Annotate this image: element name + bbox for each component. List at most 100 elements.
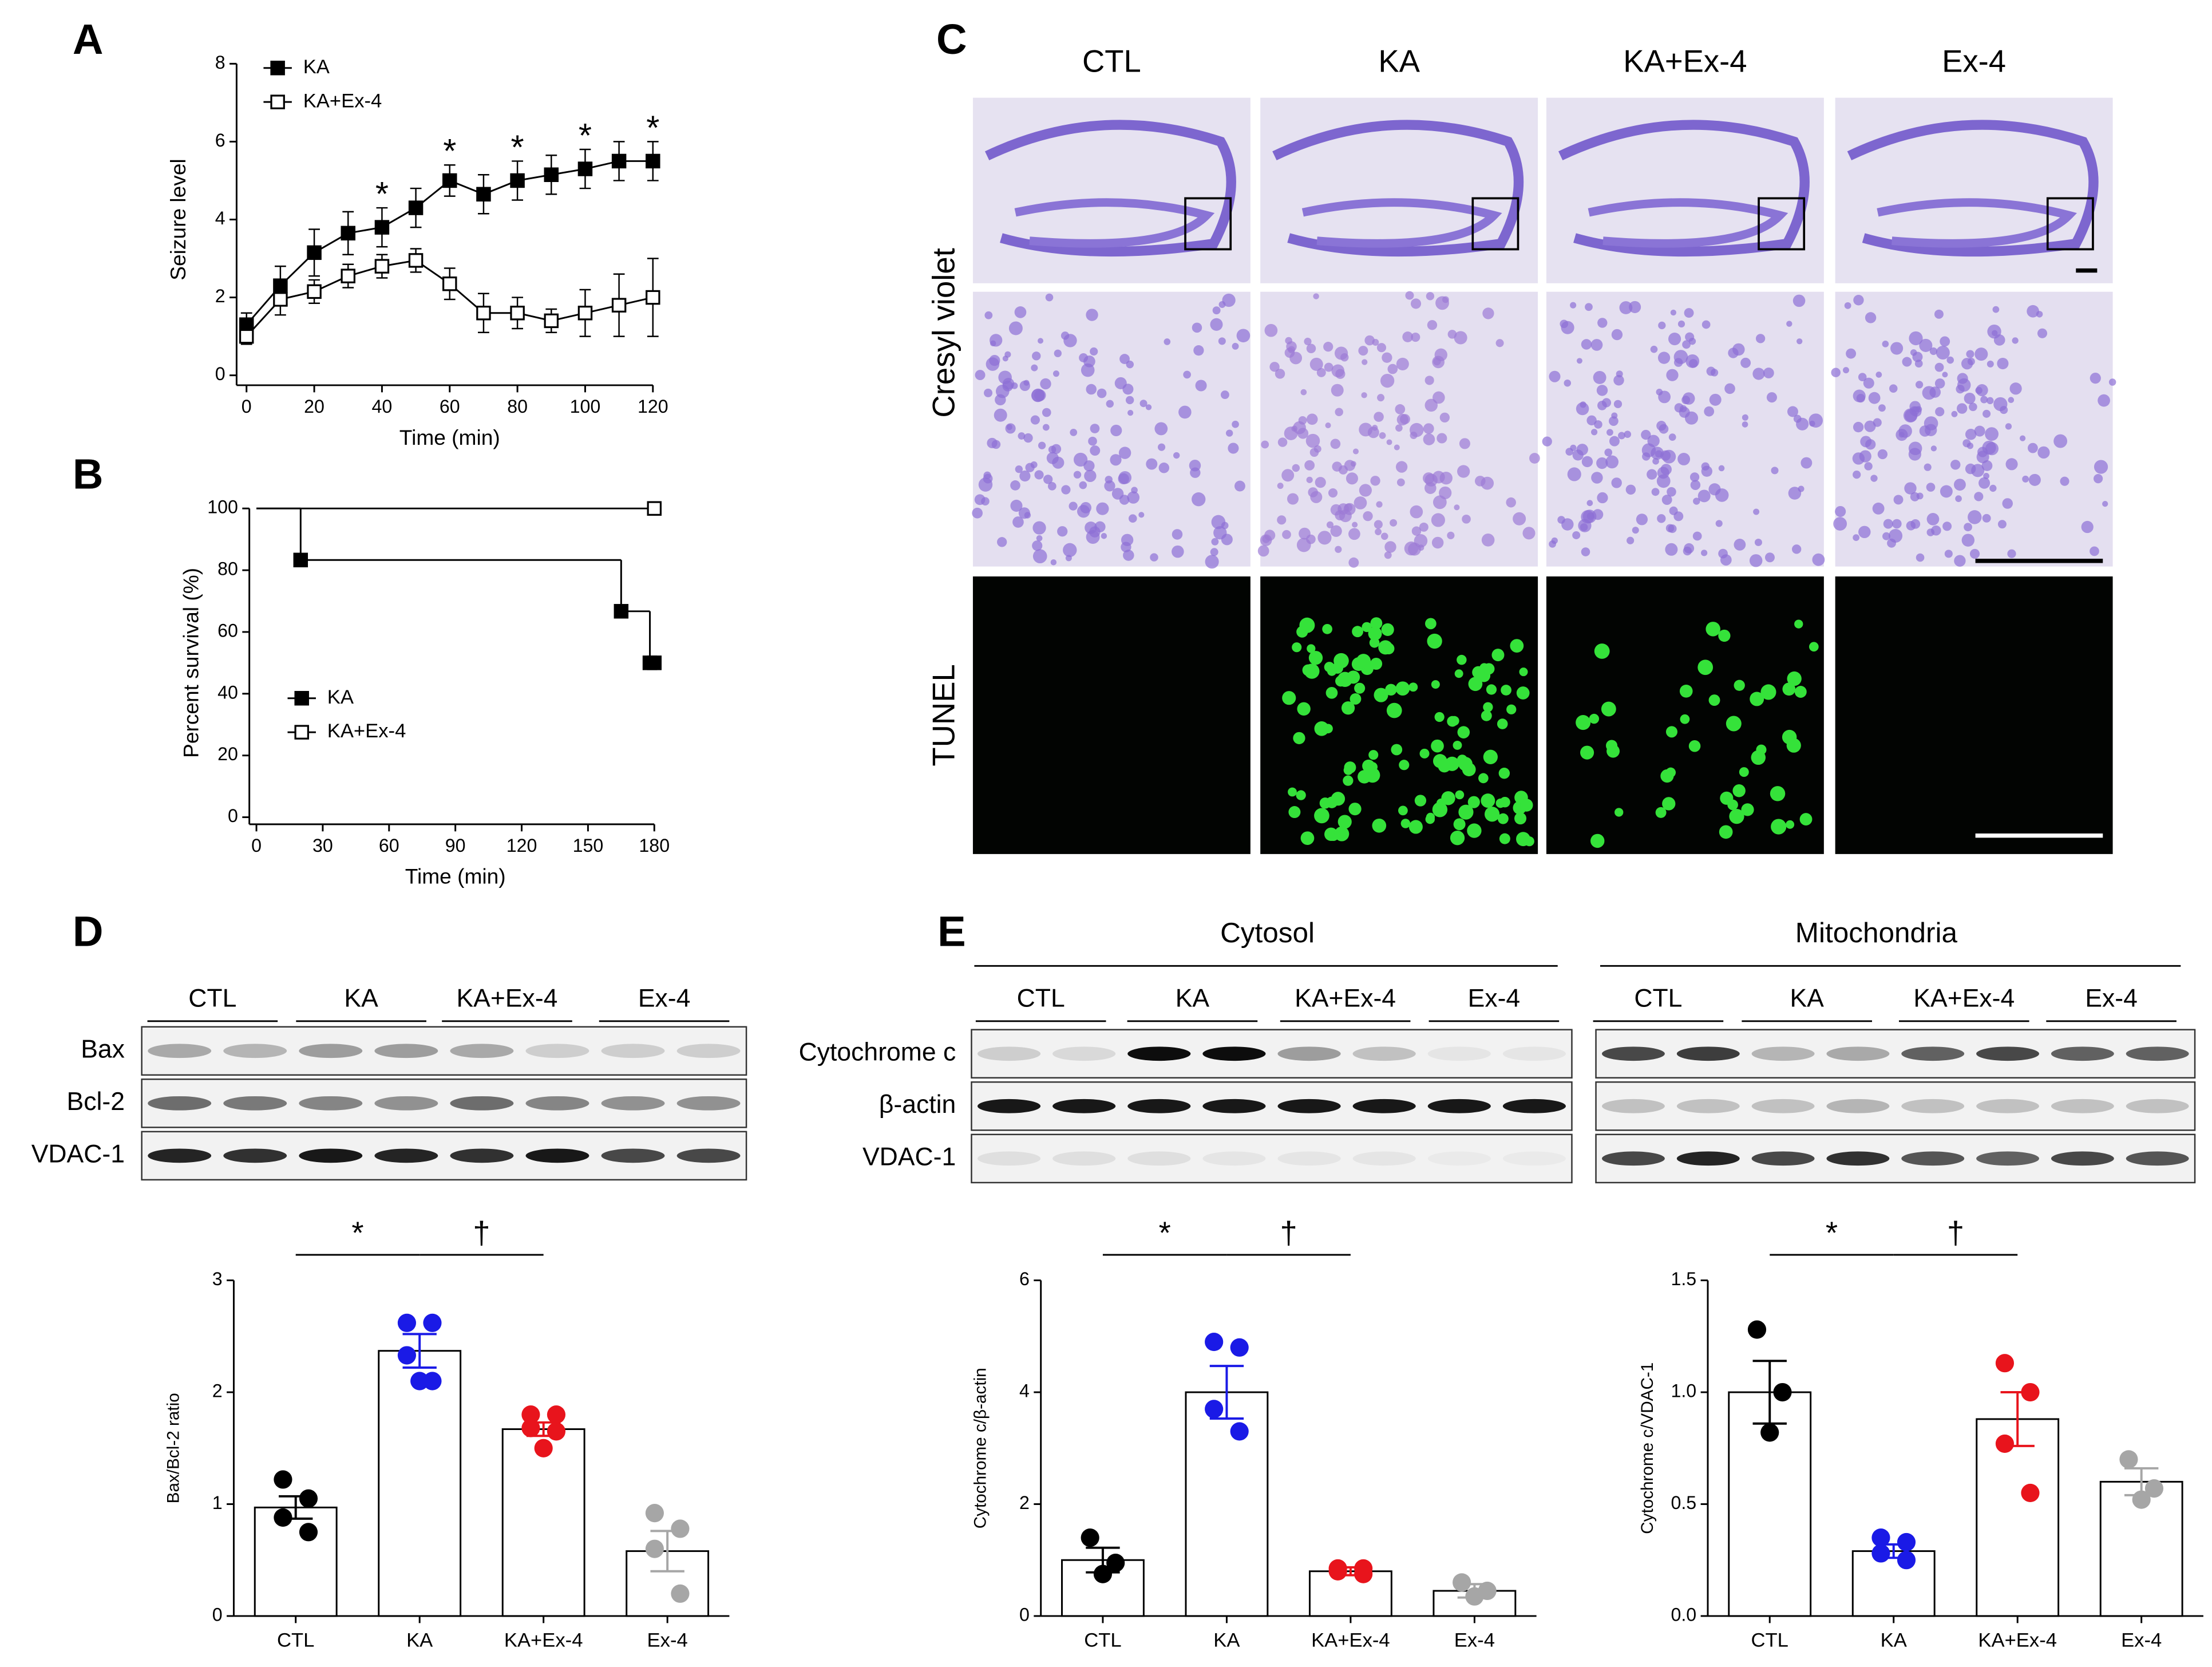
cell xyxy=(1172,545,1184,558)
cell xyxy=(1551,537,1558,544)
cell xyxy=(1015,465,1023,473)
cell xyxy=(2019,435,2026,441)
cell xyxy=(1212,306,1221,315)
cell xyxy=(1853,534,1860,542)
cell xyxy=(1586,500,1593,507)
cell xyxy=(1658,321,1666,330)
tunel-cell xyxy=(1348,803,1362,816)
cell xyxy=(1882,341,1889,347)
y-tick-label: 1.5 xyxy=(1671,1269,1696,1289)
cell xyxy=(1561,321,1574,334)
cell xyxy=(1304,460,1315,471)
cell xyxy=(1008,321,1023,335)
legend-marker xyxy=(270,61,285,76)
cell xyxy=(1192,492,1206,507)
tunel-cell xyxy=(1325,687,1338,699)
blot-group-label: CTL xyxy=(1017,984,1065,1012)
tunel-cell xyxy=(1432,802,1448,817)
legend-label: KA+Ex-4 xyxy=(303,90,382,112)
cell xyxy=(1853,421,1864,433)
tunel-cell xyxy=(1786,738,1801,753)
data-point xyxy=(1230,1338,1249,1357)
cell xyxy=(1205,555,1219,569)
cell xyxy=(1119,354,1130,364)
marker xyxy=(307,284,322,299)
tunel-cell xyxy=(1506,704,1517,714)
cell xyxy=(1070,429,1078,436)
band xyxy=(1202,1099,1266,1113)
band xyxy=(450,1044,514,1058)
band xyxy=(1976,1151,2039,1166)
cell xyxy=(1673,350,1688,364)
x-tick-label: 20 xyxy=(304,396,325,417)
band xyxy=(1976,1046,2039,1061)
cell xyxy=(1090,424,1100,433)
band xyxy=(2051,1099,2114,1113)
cell xyxy=(1682,340,1691,349)
band xyxy=(1502,1046,1566,1061)
legend-marker xyxy=(294,690,309,706)
row-label: TUNEL xyxy=(926,664,961,766)
cell xyxy=(1410,298,1422,309)
cell xyxy=(1609,436,1620,447)
tunel-cell xyxy=(1447,716,1458,727)
data-point xyxy=(1106,1554,1125,1573)
cell xyxy=(1069,501,1078,511)
tunel-cell xyxy=(1395,681,1410,696)
cell xyxy=(1052,370,1059,377)
y-tick-label: 0.5 xyxy=(1671,1492,1696,1513)
y-axis-label: Cytochrome c/β-actin xyxy=(971,1368,990,1528)
cell xyxy=(1684,308,1694,318)
band xyxy=(1277,1046,1341,1061)
cell xyxy=(2028,473,2041,486)
cell xyxy=(2036,311,2043,318)
cell xyxy=(1835,505,1846,518)
x-tick-label: 100 xyxy=(570,396,601,417)
cell xyxy=(2008,397,2015,404)
data-point xyxy=(1354,1565,1373,1583)
tunel-cell xyxy=(1770,786,1786,801)
tunel-cell xyxy=(1771,819,1787,835)
cell xyxy=(1788,487,1802,500)
cell xyxy=(1647,434,1660,447)
bar xyxy=(1308,1570,1392,1617)
cell xyxy=(1742,414,1748,421)
x-axis-label: Time (min) xyxy=(405,864,506,888)
y-tick-label: 2 xyxy=(215,286,225,306)
tunel-cell xyxy=(1727,799,1738,811)
cell xyxy=(1380,373,1395,388)
cell xyxy=(1063,334,1077,347)
data-point xyxy=(1205,1332,1224,1352)
marker xyxy=(577,306,593,321)
cell xyxy=(1424,398,1438,412)
row-label: Cresyl violet xyxy=(926,248,961,417)
cell xyxy=(1145,404,1152,410)
cell xyxy=(1052,456,1065,469)
x-tick-label: 30 xyxy=(312,835,333,856)
cell xyxy=(1146,458,1158,470)
cell xyxy=(1034,470,1044,480)
cell xyxy=(1605,455,1619,469)
tunel-cell xyxy=(1732,784,1746,797)
tunel-cell xyxy=(1472,666,1485,679)
cell xyxy=(1868,392,1881,404)
cell xyxy=(1926,528,1935,536)
cell xyxy=(1701,320,1711,329)
cell xyxy=(991,440,1001,449)
band xyxy=(977,1046,1041,1061)
tunel-cell xyxy=(1391,744,1403,756)
cell xyxy=(1083,460,1095,472)
marker xyxy=(293,552,308,568)
cell xyxy=(1853,470,1861,479)
cell xyxy=(1408,542,1421,556)
y-tick-label: 60 xyxy=(217,620,238,641)
cell xyxy=(1150,553,1158,562)
cell xyxy=(1077,505,1090,518)
cell xyxy=(1424,376,1434,385)
cell xyxy=(1924,463,1932,471)
cell xyxy=(1742,421,1748,428)
cell xyxy=(1893,495,1904,505)
cell xyxy=(1974,347,1988,361)
cell xyxy=(1459,438,1470,449)
data-point xyxy=(1081,1528,1099,1547)
